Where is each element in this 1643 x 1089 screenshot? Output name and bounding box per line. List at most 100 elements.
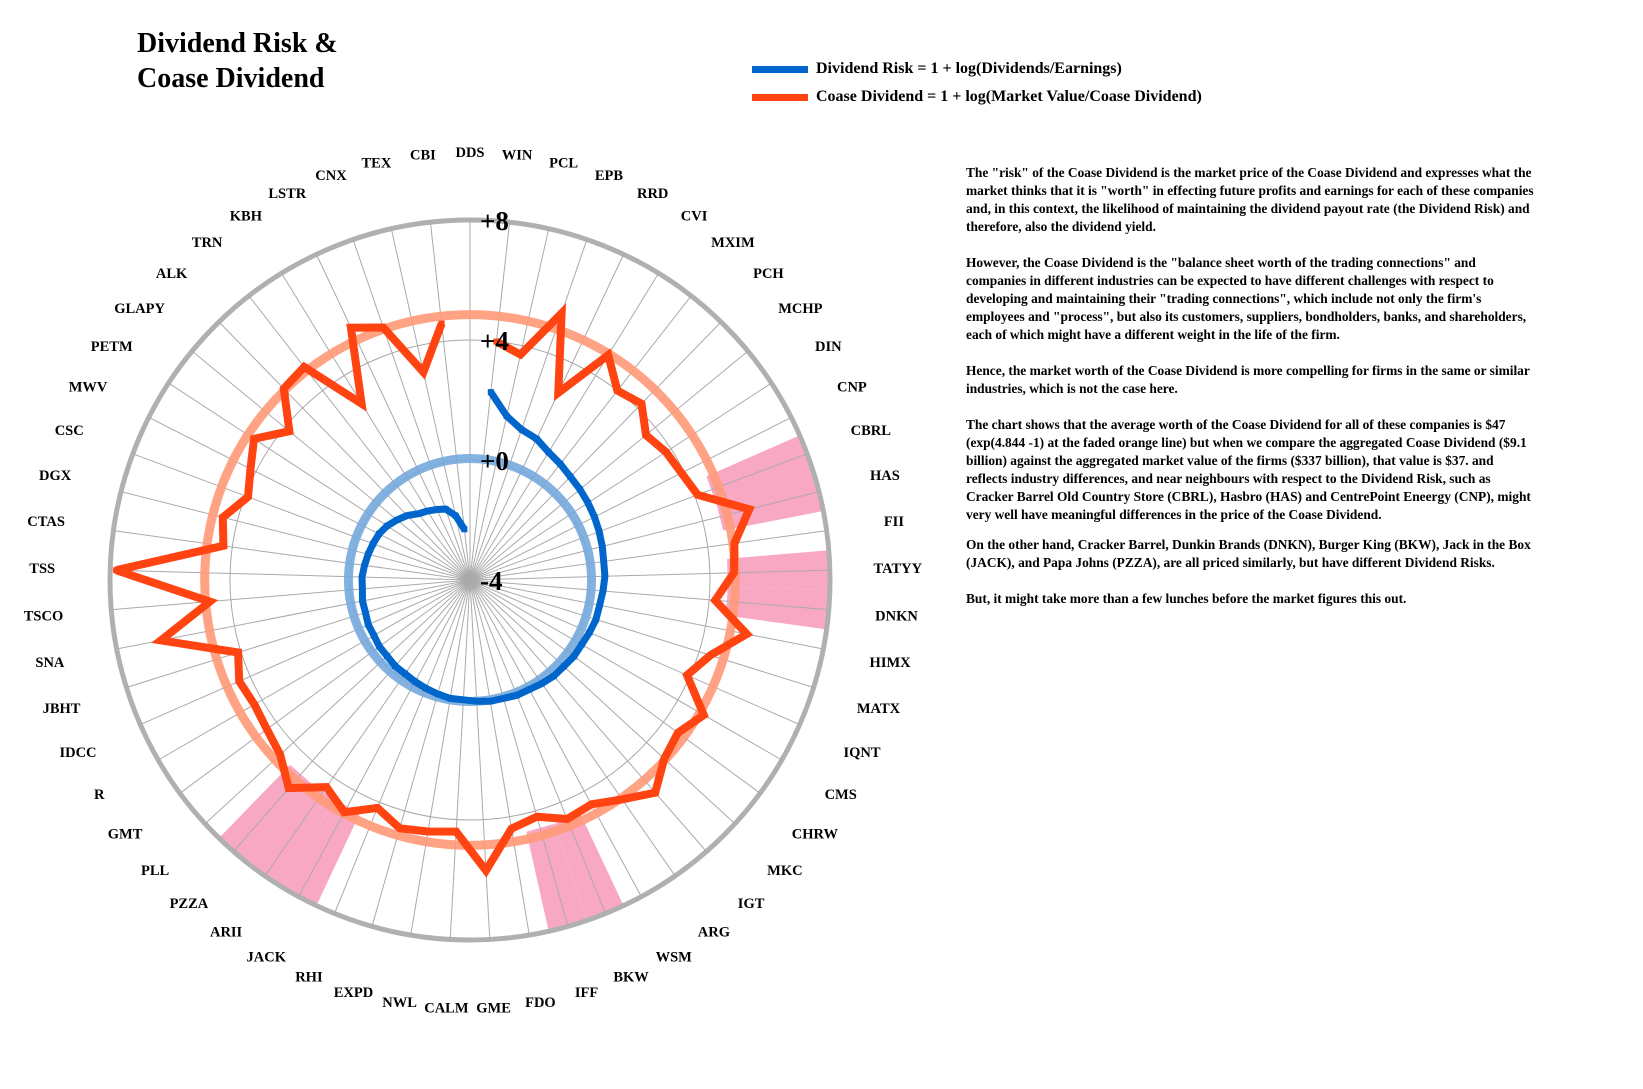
spoke	[179, 579, 471, 794]
data-point-coase-dividend	[245, 493, 251, 500]
data-point-dividend-risk	[412, 678, 418, 685]
category-label: ARII	[210, 925, 243, 941]
spoke	[371, 579, 471, 927]
category-label: MWV	[69, 380, 108, 396]
data-point-coase-dividend	[247, 465, 254, 472]
data-point-dividend-risk	[370, 540, 377, 547]
spoke	[191, 350, 471, 581]
spoke	[233, 579, 471, 852]
data-point-coase-dividend	[678, 470, 685, 476]
spoke	[120, 491, 471, 581]
category-label: MXIM	[711, 235, 755, 251]
data-point-coase-dividend	[700, 712, 707, 718]
spoke	[469, 579, 814, 688]
category-label: PLL	[141, 863, 170, 879]
data-point-dividend-risk	[461, 526, 468, 533]
category-label: TRN	[192, 235, 223, 251]
spoke	[469, 579, 569, 927]
spoke	[469, 579, 642, 897]
data-point-coase-dividend	[286, 428, 293, 435]
category-label: GLAPY	[114, 301, 165, 317]
spoke	[469, 579, 800, 726]
data-point-coase-dividend	[206, 598, 213, 605]
chart-title-line-2: Coase Dividend	[137, 63, 325, 94]
spoke	[469, 579, 761, 794]
data-point-coase-dividend	[684, 672, 690, 679]
spoke	[469, 491, 820, 581]
data-point-coase-dividend	[347, 324, 354, 331]
spoke	[469, 416, 792, 581]
category-label: BKW	[613, 970, 649, 986]
data-point-coase-dividend	[285, 785, 292, 792]
data-point-coase-dividend	[263, 726, 270, 733]
data-point-coase-dividend	[374, 804, 381, 811]
category-label: MCHP	[778, 301, 822, 317]
data-point-dividend-risk	[518, 426, 525, 433]
data-point-dividend-risk	[600, 558, 607, 565]
category-label: CMS	[825, 787, 857, 803]
data-point-dividend-risk	[591, 514, 598, 520]
spoke	[469, 579, 829, 611]
spoke	[449, 579, 471, 940]
spoke	[218, 321, 471, 581]
legend-label-coase-dividend: Coase Dividend = 1 + log(Market Value/Co…	[816, 88, 1202, 105]
category-label: GME	[476, 1000, 511, 1016]
data-point-coase-dividend	[235, 649, 242, 656]
category-label: GMT	[108, 827, 143, 843]
category-label: FDO	[525, 995, 556, 1011]
radial-tick-label: +0	[480, 446, 509, 476]
data-point-dividend-risk	[370, 632, 377, 639]
chart-title: Dividend Risk & Coase Dividend	[137, 26, 338, 96]
data-point-coase-dividend	[113, 567, 120, 574]
data-point-coase-dividend	[517, 351, 524, 358]
data-point-coase-dividend	[605, 352, 612, 359]
spoke	[469, 569, 830, 581]
category-label: TSS	[29, 561, 55, 577]
data-point-dividend-risk	[538, 680, 545, 687]
chart-title-line-1: Dividend Risk &	[137, 28, 338, 59]
legend-label-dividend-risk: Dividend Risk = 1 + log(Dividends/Earnin…	[816, 60, 1122, 77]
legend: Dividend Risk = 1 + log(Dividends/Earnin…	[752, 55, 1202, 111]
category-label: RHI	[295, 970, 323, 986]
category-label: CBRL	[851, 423, 892, 439]
data-point-dividend-risk	[365, 551, 372, 558]
spoke	[469, 295, 692, 581]
spoke	[298, 579, 471, 897]
category-label: CVI	[681, 208, 708, 224]
spoke	[390, 228, 471, 581]
data-point-dividend-risk	[601, 573, 608, 580]
commentary-paragraph: However, the Coase Dividend is the "bala…	[966, 255, 1527, 342]
spoke	[469, 254, 625, 581]
data-point-coase-dividend	[674, 729, 681, 736]
highlight-sector-cbrl	[706, 435, 814, 503]
data-point-coase-dividend	[236, 678, 243, 685]
category-label: TSCO	[24, 608, 64, 624]
spoke	[469, 579, 783, 761]
data-point-coase-dividend	[396, 825, 403, 832]
data-point-coase-dividend	[558, 310, 565, 317]
category-label: DNKN	[875, 608, 918, 624]
data-point-dividend-risk	[567, 473, 574, 480]
data-point-coase-dividend	[555, 389, 562, 396]
data-point-dividend-risk	[434, 691, 441, 697]
data-point-dividend-risk	[361, 562, 368, 569]
category-label: PCL	[549, 155, 578, 171]
category-label: FII	[884, 514, 905, 530]
data-point-coase-dividend	[323, 784, 330, 791]
radial-tick-label: +8	[480, 206, 509, 236]
category-label: IFF	[575, 985, 599, 1001]
category-label: PETM	[91, 339, 133, 355]
data-point-dividend-risk	[404, 512, 411, 519]
category-label: CNP	[837, 380, 867, 396]
spoke	[111, 579, 471, 611]
data-point-coase-dividend	[301, 363, 308, 370]
spoke	[248, 295, 471, 581]
data-point-dividend-risk	[503, 413, 510, 420]
data-point-dividend-risk	[473, 698, 480, 705]
spoke	[469, 273, 659, 581]
data-point-dividend-risk	[384, 522, 391, 529]
spoke	[352, 239, 471, 581]
category-label: LSTR	[268, 186, 306, 202]
data-point-coase-dividend	[453, 828, 460, 835]
spoke	[469, 579, 606, 914]
